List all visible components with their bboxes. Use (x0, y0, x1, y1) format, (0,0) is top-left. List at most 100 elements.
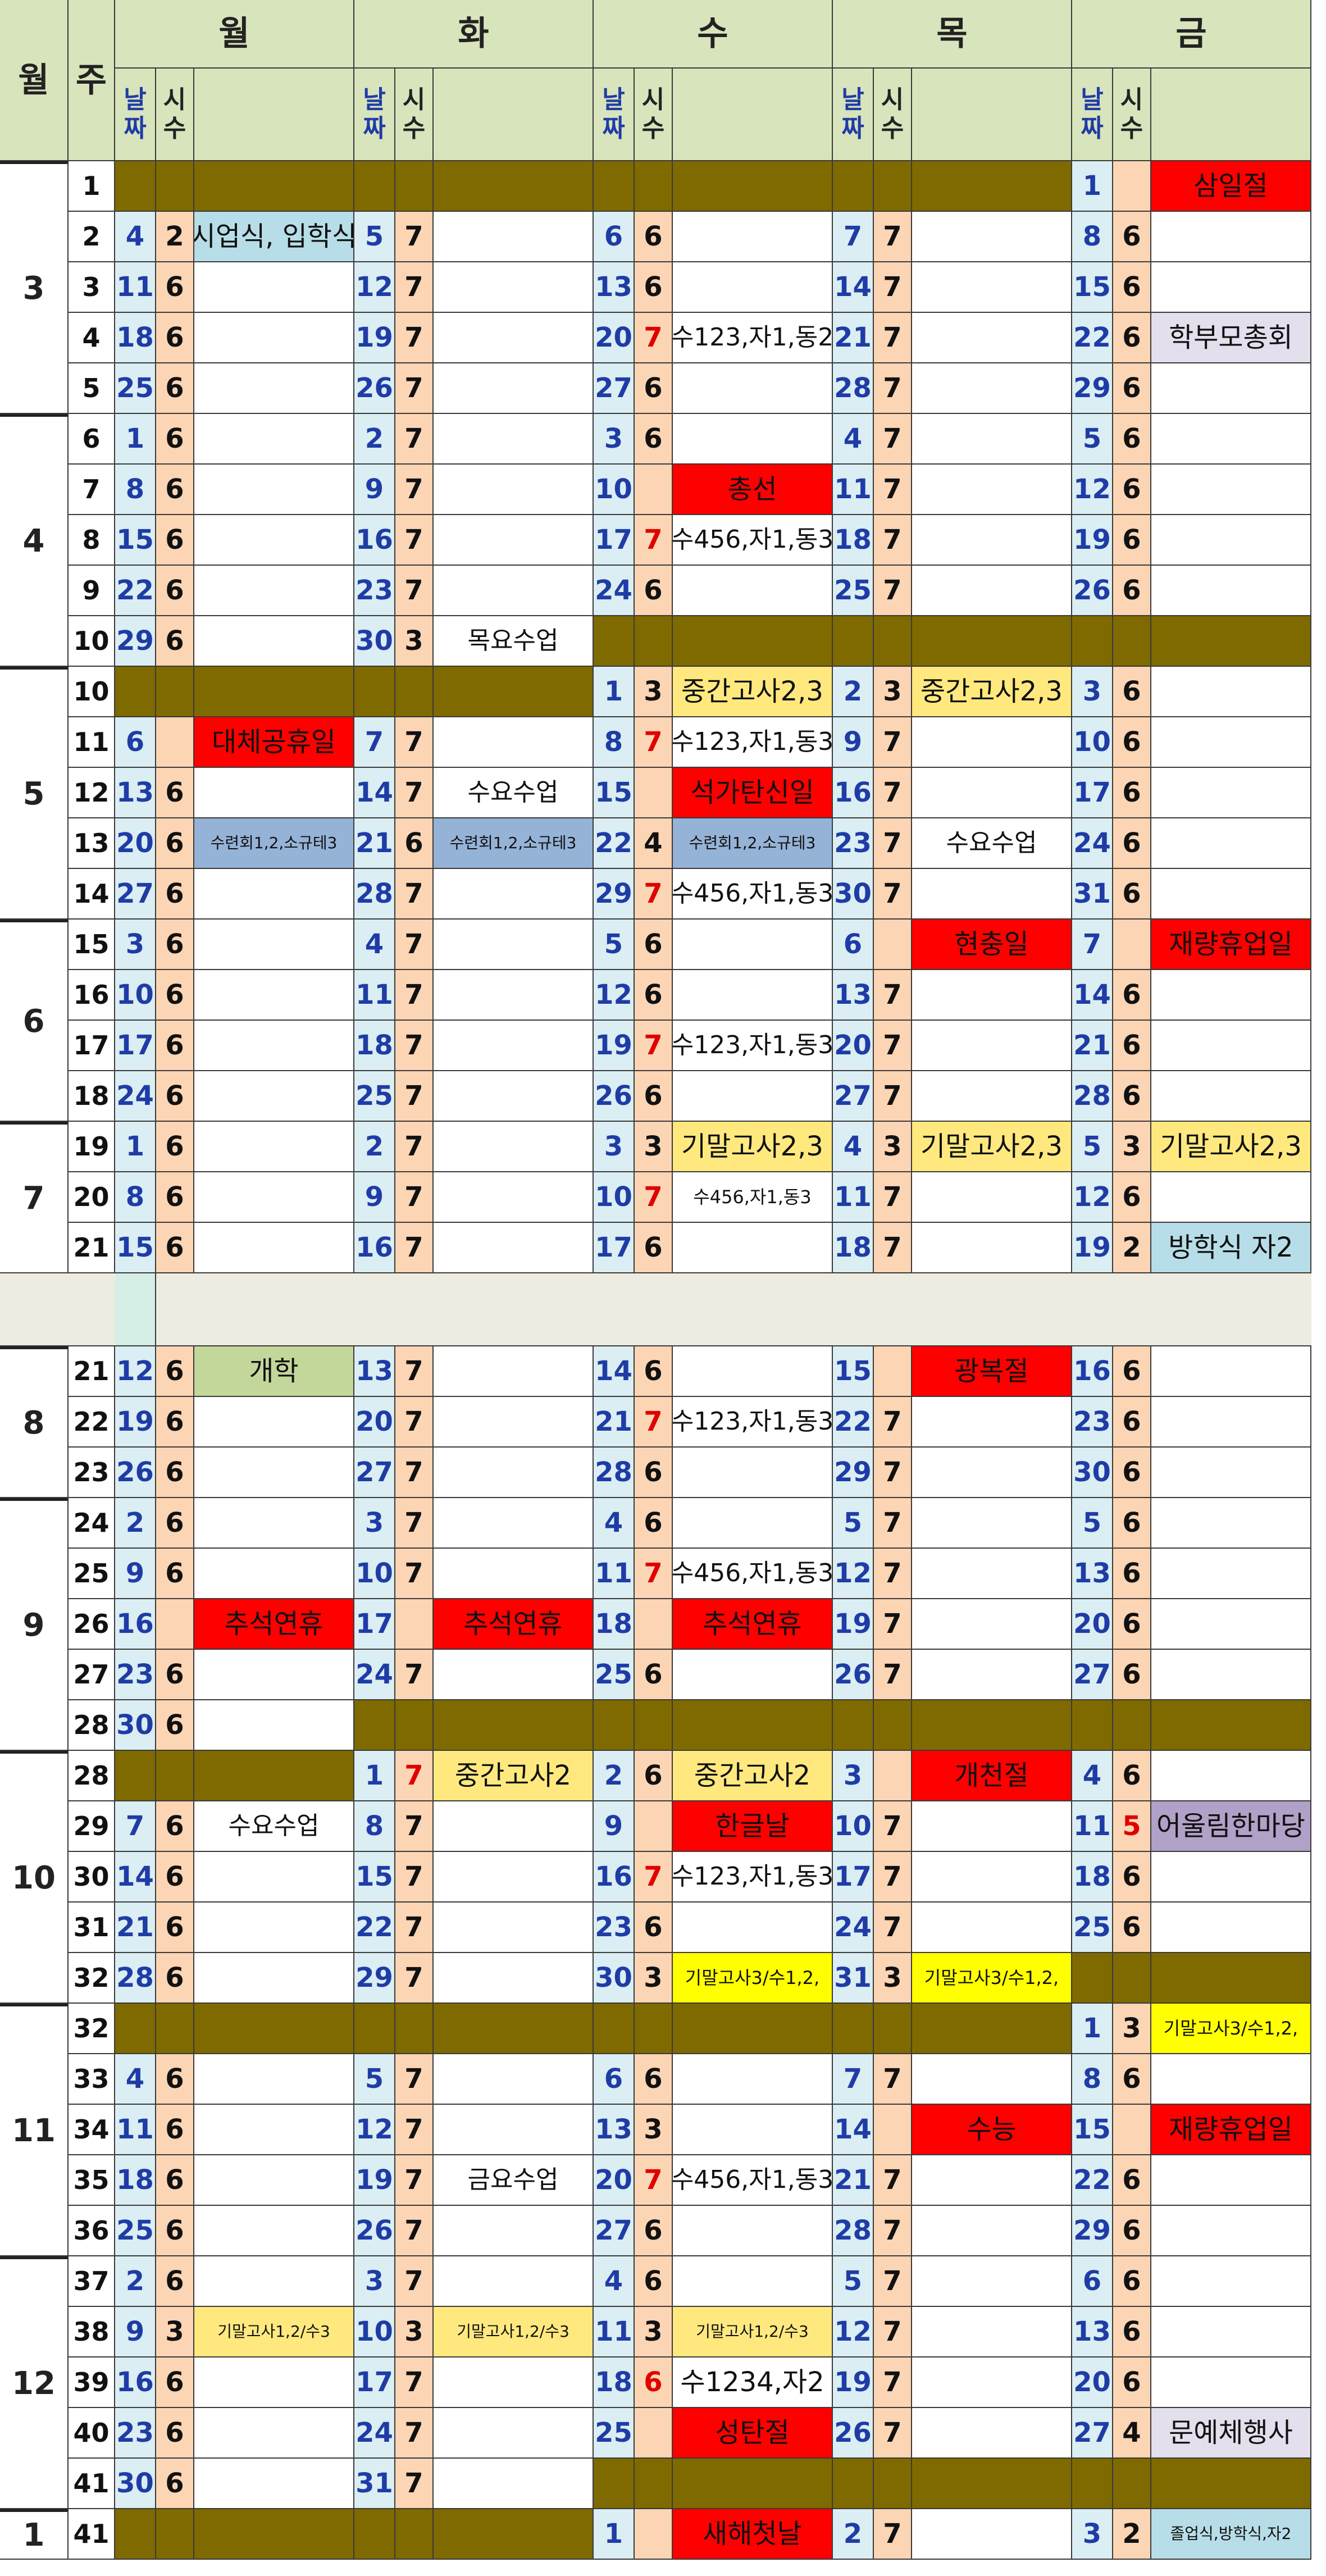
event-cell (434, 1397, 594, 1448)
event-cell (194, 1903, 354, 1953)
week-number: 19 (69, 1122, 115, 1172)
date-cell: 26 (833, 1650, 874, 1700)
date-cell: 22 (1072, 2155, 1113, 2206)
periods-cell (395, 1599, 434, 1650)
event-label: 중간고사2,3 (912, 667, 1072, 717)
date-cell: 24 (1072, 818, 1113, 869)
break-gap (115, 1273, 156, 1346)
event-cell (194, 1751, 354, 1801)
periods-cell: 7 (395, 313, 434, 363)
periods-cell (635, 2509, 673, 2560)
week-number: 38 (69, 2307, 115, 2357)
event-cell (434, 414, 594, 465)
periods-cell: 6 (156, 1448, 194, 1498)
event-cell (194, 1397, 354, 1448)
event-label: 방학식 자2 (1151, 1223, 1311, 1273)
week-number: 22 (69, 1397, 115, 1448)
event-cell (1151, 667, 1311, 717)
date-cell: 4 (115, 2054, 156, 2105)
periods-cell: 6 (1113, 2307, 1151, 2357)
periods-cell: 7 (635, 1021, 673, 1071)
periods-cell: 6 (156, 1122, 194, 1172)
event-label: 현충일 (912, 920, 1072, 970)
week-number: 35 (69, 2155, 115, 2206)
periods-cell: 6 (1113, 1751, 1151, 1801)
event-cell (912, 1599, 1072, 1650)
date-cell: 2 (354, 414, 395, 465)
event-cell (912, 1852, 1072, 1903)
periods-cell (874, 920, 912, 970)
periods-cell (635, 1700, 673, 1751)
date-cell (833, 1700, 874, 1751)
date-cell (594, 161, 635, 212)
date-cell: 2 (115, 1498, 156, 1549)
date-cell: 22 (1072, 313, 1113, 363)
event-cell (1151, 2357, 1311, 2408)
event-label: 기말고사3/수1,2, (673, 1953, 833, 2004)
date-cell: 10 (1072, 717, 1113, 768)
date-cell: 12 (354, 262, 395, 313)
event-cell (194, 465, 354, 515)
date-cell: 30 (115, 1700, 156, 1751)
event-cell (194, 1448, 354, 1498)
event-cell (1151, 2459, 1311, 2509)
event-subheader (912, 69, 1072, 161)
date-cell: 17 (354, 1599, 395, 1650)
event-cell (912, 2459, 1072, 2509)
date-cell: 27 (1072, 1650, 1113, 1700)
periods-cell: 6 (1113, 2256, 1151, 2307)
week-number: 9 (69, 566, 115, 616)
periods-cell: 6 (1113, 1397, 1151, 1448)
date-cell (115, 2509, 156, 2560)
periods-cell: 6 (156, 1549, 194, 1599)
date-cell: 29 (594, 869, 635, 920)
date-subheader: 날짜 (594, 69, 635, 161)
periods-cell: 6 (1113, 717, 1151, 768)
date-cell: 21 (833, 313, 874, 363)
date-cell: 13 (115, 768, 156, 818)
periods-cell (395, 1700, 434, 1751)
event-cell (194, 313, 354, 363)
date-cell (115, 2004, 156, 2054)
periods-cell: 7 (395, 1397, 434, 1448)
date-cell: 20 (1072, 2357, 1113, 2408)
periods-cell: 7 (874, 1071, 912, 1122)
date-cell: 25 (354, 1071, 395, 1122)
periods-cell: 7 (874, 1021, 912, 1071)
date-cell: 19 (833, 1599, 874, 1650)
date-cell: 4 (354, 920, 395, 970)
periods-cell: 6 (156, 1223, 194, 1273)
periods-cell: 3 (635, 2307, 673, 2357)
periods-subheader: 시수 (874, 69, 912, 161)
periods-cell: 7 (874, 465, 912, 515)
date-cell: 2 (594, 1751, 635, 1801)
periods-cell: 7 (874, 717, 912, 768)
event-cell (912, 1801, 1072, 1852)
periods-cell: 7 (395, 2357, 434, 2408)
week-number: 33 (69, 2054, 115, 2105)
periods-cell (635, 161, 673, 212)
periods-cell: 7 (395, 1071, 434, 1122)
event-cell (434, 1700, 594, 1751)
event-label: 목요수업 (434, 616, 594, 667)
date-subheader: 날짜 (1072, 69, 1113, 161)
periods-cell: 6 (156, 2155, 194, 2206)
event-cell (434, 465, 594, 515)
event-cell (912, 717, 1072, 768)
event-cell (912, 1071, 1072, 1122)
event-cell (1151, 414, 1311, 465)
event-cell (434, 1122, 594, 1172)
week-number: 15 (69, 920, 115, 970)
event-label: 수456,자1,동3 (673, 2155, 833, 2206)
periods-cell: 7 (874, 2357, 912, 2408)
event-label: 수123,자1,동2 (673, 313, 833, 363)
event-cell (1151, 212, 1311, 262)
event-label: 수123,자1,동3 (673, 717, 833, 768)
date-cell: 16 (833, 768, 874, 818)
event-cell (673, 2206, 833, 2256)
event-label: 금요수업 (434, 2155, 594, 2206)
periods-cell: 4 (1113, 2408, 1151, 2459)
periods-cell: 7 (635, 869, 673, 920)
periods-cell: 6 (1113, 2357, 1151, 2408)
date-cell: 15 (1072, 262, 1113, 313)
